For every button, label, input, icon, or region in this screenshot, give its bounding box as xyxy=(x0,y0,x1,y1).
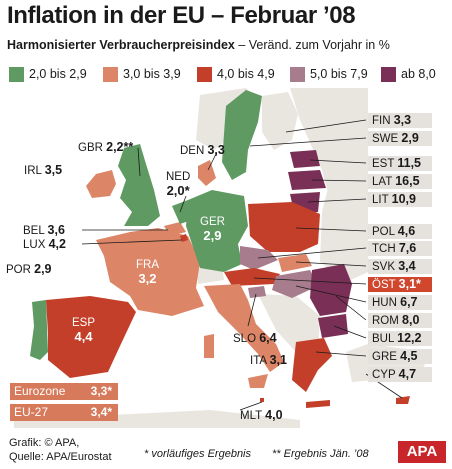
legend-swatch xyxy=(9,66,24,82)
label-por: POR 2,9 xyxy=(6,262,52,276)
country-romania xyxy=(310,264,352,316)
label-gbr: GBR 2,2** xyxy=(78,140,134,154)
side-label-tch: TCH 7,6 xyxy=(368,241,432,256)
side-label-gre: GRE 4,5 xyxy=(368,349,432,364)
leader-lines xyxy=(81,119,403,411)
country-sardinia xyxy=(204,334,214,358)
label-esp: ESP 4,4 xyxy=(72,317,96,344)
side-label-hun: HUN 6,7 xyxy=(368,295,432,310)
side-label-lat: LAT 16,5 xyxy=(368,174,432,189)
legend-item-8-0: ab 8,0 xyxy=(381,66,436,82)
legend-swatch xyxy=(197,66,212,82)
country-sweden xyxy=(222,90,262,180)
label-mlt: MLT 4,0 xyxy=(240,408,283,422)
apa-logo: APA xyxy=(398,441,446,463)
country-finland xyxy=(262,92,298,150)
country-slovenia xyxy=(248,286,266,298)
legend-label: 3,0 bis 3,9 xyxy=(123,67,181,81)
country-uk xyxy=(118,144,160,226)
subtitle-bold: Harmonisierter Verbraucherpreisindex xyxy=(7,38,235,52)
country-spain xyxy=(46,296,136,378)
label-lux: LUX 4,2 xyxy=(23,237,66,251)
side-label-swe: SWE 2,9 xyxy=(368,131,432,146)
country-denmark xyxy=(198,160,216,186)
side-label-cyp: CYP 4,7 xyxy=(368,367,432,382)
label-slo: SLO 6,4 xyxy=(233,331,277,345)
country-austria xyxy=(224,268,280,286)
label-ita: ITA 3,1 xyxy=(250,353,287,367)
north-africa-land xyxy=(14,410,300,428)
legend-swatch xyxy=(103,66,118,82)
label-irl: IRL 3,5 xyxy=(24,163,63,177)
subtitle-rest: – Veränd. zum Vorjahr in % xyxy=(234,38,390,52)
country-sicily xyxy=(248,374,268,388)
side-label-fin: FIN 3,3 xyxy=(368,113,432,128)
credit-line-2: Quelle: APA/Eurostat xyxy=(9,451,112,463)
legend-label: 4,0 bis 4,9 xyxy=(217,67,275,81)
legend: 2,0 bis 2,9 3,0 bis 3,9 4,0 bis 4,9 5,0 … xyxy=(9,66,449,84)
country-slovakia xyxy=(278,254,312,272)
balkans-land xyxy=(258,294,320,352)
side-label-lit: LIT 10,9 xyxy=(368,192,432,207)
country-latvia xyxy=(288,170,326,190)
country-germany xyxy=(186,190,248,272)
legend-label: 2,0 bis 2,9 xyxy=(29,67,87,81)
side-label-pol: POL 4,6 xyxy=(368,224,432,239)
country-ireland xyxy=(86,170,116,198)
belarus-ukraine-land xyxy=(320,176,368,282)
label-ger: GER 2,9 xyxy=(200,216,225,243)
credit-line-1: Grafik: © APA, xyxy=(9,437,80,449)
label-ned: NED 2,0* xyxy=(166,171,191,198)
legend-label: 5,0 bis 7,9 xyxy=(310,67,368,81)
legend-swatch xyxy=(290,66,305,82)
side-label-est: EST 11,5 xyxy=(368,156,432,171)
country-bulgaria xyxy=(318,314,348,338)
country-greece xyxy=(292,338,332,392)
side-label-bul: BUL 12,2 xyxy=(368,331,432,346)
non-eu-land xyxy=(14,88,430,428)
aggregate-eurozone: Eurozone 3,3* xyxy=(10,383,118,400)
label-den: DEN 3,3 xyxy=(180,143,225,157)
country-portugal xyxy=(30,300,48,360)
page-title: Inflation in der EU – Februar ’08 xyxy=(7,2,356,29)
country-belgium xyxy=(164,222,186,236)
page-subtitle: Harmonisierter Verbraucherpreisindex – V… xyxy=(7,38,390,52)
legend-item-2-0: 2,0 bis 2,9 xyxy=(9,66,87,82)
legend-item-3-0: 3,0 bis 3,9 xyxy=(103,66,181,82)
country-cyprus xyxy=(396,396,410,404)
side-label-rom: ROM 8,0 xyxy=(368,313,432,328)
country-hungary xyxy=(272,270,318,298)
aggregate-eu27: EU-27 3,4* xyxy=(10,404,118,421)
country-crete xyxy=(306,400,330,408)
label-fra: FRA 3,2 xyxy=(136,259,159,286)
europe-map xyxy=(14,88,430,428)
note-january: ** Ergebnis Jän. ’08 xyxy=(272,448,369,460)
country-estonia xyxy=(290,150,320,168)
country-malta xyxy=(260,398,264,402)
side-label-svk: SVK 3,4 xyxy=(368,259,432,274)
country-italy xyxy=(204,284,284,372)
note-preliminary: * vorläufiges Ergebnis xyxy=(144,448,252,460)
legend-item-5-0: 5,0 bis 7,9 xyxy=(290,66,368,82)
side-label-ost: ÖST 3,1* xyxy=(368,277,432,292)
legend-item-4-0: 4,0 bis 4,9 xyxy=(197,66,275,82)
country-france xyxy=(96,228,204,316)
label-bel: BEL 3,6 xyxy=(23,223,65,237)
country-poland xyxy=(248,202,320,252)
legend-swatch xyxy=(381,66,396,82)
legend-label: ab 8,0 xyxy=(401,67,436,81)
